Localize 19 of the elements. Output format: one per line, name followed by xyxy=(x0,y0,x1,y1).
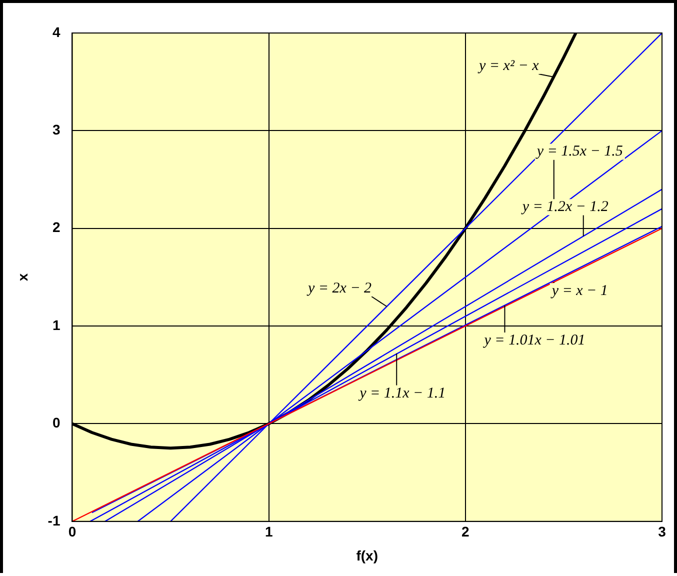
annotation: y = 1.1x − 1.1 xyxy=(358,385,446,402)
annotation: y = 2x − 2 xyxy=(306,280,372,296)
x-tick-label: 3 xyxy=(658,524,666,540)
x-tick-label: 2 xyxy=(462,524,470,540)
y-tick-label: 4 xyxy=(52,24,60,40)
y-tick-label: 3 xyxy=(52,122,60,138)
annotation: y = 1.2x − 1.2 xyxy=(520,199,609,216)
y-tick-label: 1 xyxy=(52,316,60,333)
annotation: y = x² − x xyxy=(477,58,540,74)
annotation: y = 1.5x − 1.5 xyxy=(534,144,624,160)
y-tick-label: 2 xyxy=(52,219,60,236)
annotation: y = x − 1 xyxy=(550,283,608,300)
x-tick-label: 0 xyxy=(68,524,76,540)
x-axis-title: f(x) xyxy=(356,547,378,564)
y-axis-title: x xyxy=(14,273,30,282)
y-tick-label: -1 xyxy=(48,512,60,528)
annotation: y = 1.01x − 1.01 xyxy=(482,332,586,348)
y-tick-label: 0 xyxy=(52,414,60,431)
x-tick-label: 1 xyxy=(264,524,273,540)
